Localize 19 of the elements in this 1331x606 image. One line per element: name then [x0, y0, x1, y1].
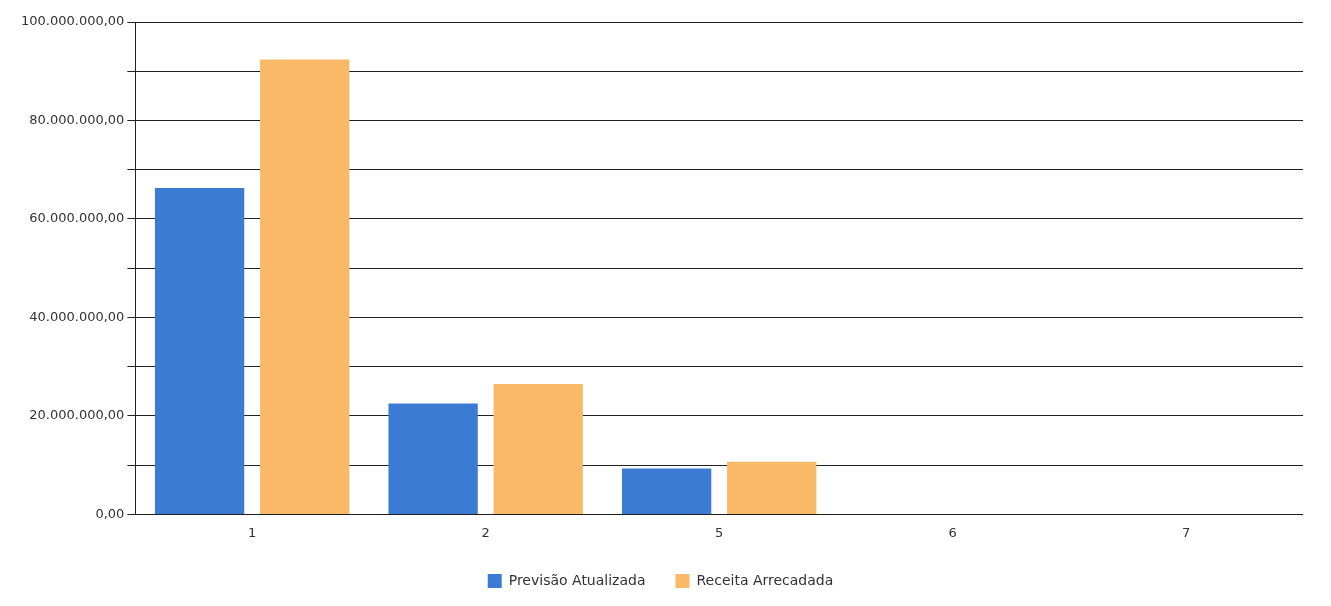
x-tick-label: 5 [715, 524, 724, 540]
x-tick-label: 1 [248, 524, 257, 540]
y-tick-label: 20.000.000,00 [29, 407, 125, 423]
y-tick-label: 0,00 [95, 505, 125, 521]
x-tick-label: 2 [481, 524, 490, 540]
bar [727, 461, 817, 514]
bar [388, 403, 478, 514]
y-tick-label: 60.000.000,00 [29, 210, 125, 226]
x-tick-label: 7 [1182, 524, 1191, 540]
legend-label: Receita Arrecadada [696, 571, 834, 588]
bar [154, 187, 245, 514]
legend-label: Previsão Atualizada [508, 571, 646, 588]
bar [621, 468, 712, 514]
y-tick-label: 40.000.000,00 [29, 308, 125, 324]
y-tick-label: 100.000.000,00 [20, 13, 125, 29]
bar [493, 383, 583, 514]
x-tick-label: 6 [948, 524, 957, 540]
bar [260, 59, 350, 514]
y-tick-label: 80.000.000,00 [29, 111, 125, 127]
